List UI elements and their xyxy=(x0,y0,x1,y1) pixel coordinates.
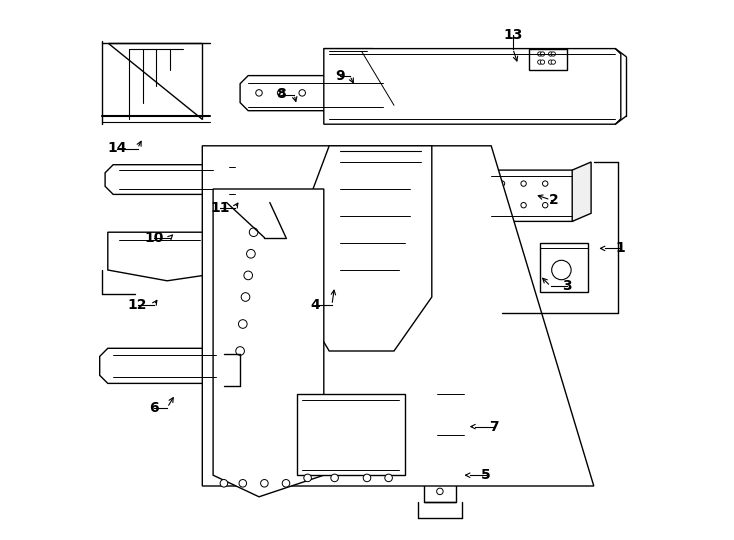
Circle shape xyxy=(244,271,252,280)
Circle shape xyxy=(277,90,284,96)
Polygon shape xyxy=(213,189,324,497)
Circle shape xyxy=(551,52,556,56)
Text: 1: 1 xyxy=(616,241,625,255)
Circle shape xyxy=(437,488,443,495)
Polygon shape xyxy=(529,49,567,70)
Circle shape xyxy=(542,181,548,186)
Text: 7: 7 xyxy=(489,420,498,434)
Circle shape xyxy=(521,181,526,186)
Circle shape xyxy=(521,202,526,208)
Circle shape xyxy=(364,90,370,96)
Polygon shape xyxy=(483,170,581,221)
Circle shape xyxy=(437,475,443,481)
Circle shape xyxy=(239,480,247,487)
Polygon shape xyxy=(324,49,404,108)
Circle shape xyxy=(236,347,244,355)
Text: 10: 10 xyxy=(144,231,164,245)
Text: 5: 5 xyxy=(481,468,490,482)
Text: 11: 11 xyxy=(211,201,230,215)
Circle shape xyxy=(331,474,338,482)
Text: 13: 13 xyxy=(503,28,523,42)
Circle shape xyxy=(299,90,305,96)
Polygon shape xyxy=(313,146,432,351)
Polygon shape xyxy=(297,394,404,475)
Text: 12: 12 xyxy=(128,298,148,312)
Polygon shape xyxy=(108,43,203,119)
Polygon shape xyxy=(324,49,621,124)
Circle shape xyxy=(552,260,571,280)
Circle shape xyxy=(220,480,228,487)
Circle shape xyxy=(499,202,505,208)
Text: 9: 9 xyxy=(335,69,345,83)
Text: 8: 8 xyxy=(276,87,286,102)
Circle shape xyxy=(239,320,247,328)
Circle shape xyxy=(250,228,258,237)
Circle shape xyxy=(437,458,443,465)
Text: 2: 2 xyxy=(548,193,558,207)
Circle shape xyxy=(241,293,250,301)
Text: 3: 3 xyxy=(562,279,572,293)
Circle shape xyxy=(385,474,393,482)
Circle shape xyxy=(537,60,542,64)
Polygon shape xyxy=(573,162,591,221)
Polygon shape xyxy=(539,243,589,292)
Circle shape xyxy=(537,52,542,56)
Circle shape xyxy=(363,474,371,482)
Circle shape xyxy=(255,90,262,96)
Circle shape xyxy=(342,90,349,96)
Polygon shape xyxy=(203,146,594,486)
Text: 4: 4 xyxy=(310,298,321,312)
Circle shape xyxy=(548,52,553,56)
Polygon shape xyxy=(424,451,456,502)
Polygon shape xyxy=(467,389,478,446)
Polygon shape xyxy=(435,389,467,440)
Circle shape xyxy=(540,52,545,56)
Polygon shape xyxy=(108,232,240,281)
Polygon shape xyxy=(100,348,224,383)
Text: 14: 14 xyxy=(107,141,127,156)
Circle shape xyxy=(499,181,505,186)
Circle shape xyxy=(540,60,545,64)
Circle shape xyxy=(261,480,268,487)
Polygon shape xyxy=(105,165,224,194)
Circle shape xyxy=(548,60,553,64)
Circle shape xyxy=(551,60,556,64)
Circle shape xyxy=(304,474,311,482)
Circle shape xyxy=(282,480,290,487)
Polygon shape xyxy=(216,159,270,202)
Polygon shape xyxy=(240,76,391,111)
Circle shape xyxy=(247,249,255,258)
Circle shape xyxy=(542,202,548,208)
Text: 6: 6 xyxy=(149,401,159,415)
